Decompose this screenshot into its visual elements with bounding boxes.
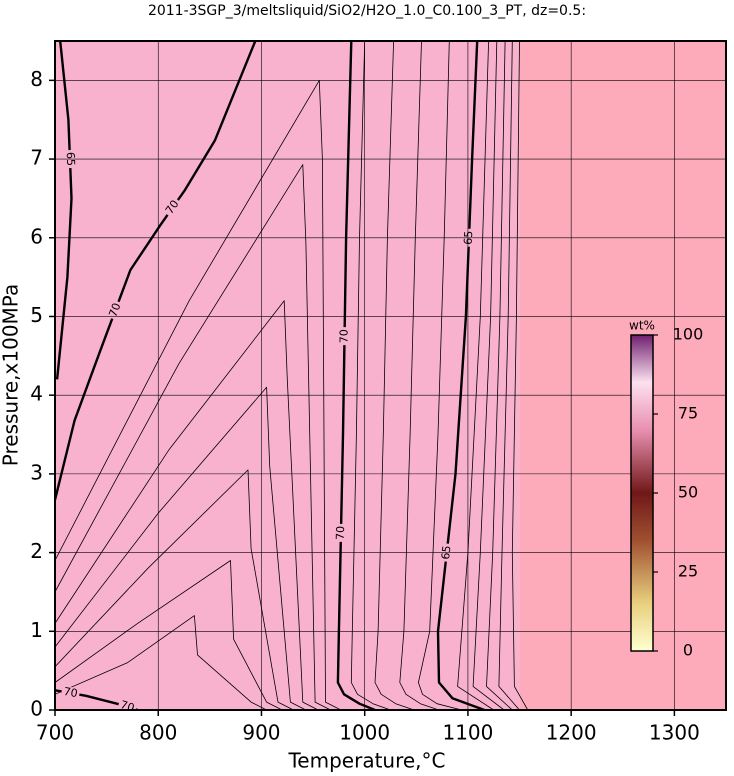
chart-title: 2011-3SGP_3/meltsliquid/SiO2/H2O_1.0_C0.… — [148, 3, 586, 19]
x-axis-label: Temperature,°C — [287, 749, 445, 773]
colorbar-tick-label: 75 — [678, 404, 698, 423]
contour-line — [55, 560, 283, 710]
contour-line — [55, 469, 294, 710]
y-tick-label: 8 — [30, 67, 43, 91]
x-tick-label: 1100 — [442, 721, 493, 745]
contour-line — [418, 41, 462, 710]
contour-line — [55, 41, 73, 380]
contour-label-bg — [116, 698, 138, 710]
y-tick-label: 7 — [30, 146, 43, 170]
x-tick-label: 1000 — [339, 721, 390, 745]
colorbar-tick-label: 100 — [673, 325, 704, 344]
x-tick-label: 1300 — [649, 721, 700, 745]
y-tick-label: 3 — [30, 460, 43, 484]
y-tick-label: 2 — [30, 539, 43, 563]
contour-label: 70 — [337, 329, 350, 343]
contour-line — [55, 80, 342, 710]
contour-label-bg — [60, 685, 81, 701]
contour-label-bg — [162, 196, 183, 219]
y-tick-label: 4 — [30, 382, 43, 406]
contour-label: 70 — [63, 685, 79, 700]
background — [519, 41, 726, 710]
contour-label: 70 — [119, 698, 136, 715]
contour-line — [399, 41, 440, 710]
y-tick-label: 6 — [30, 224, 43, 248]
contour-line — [55, 615, 267, 710]
y-tick-label: 0 — [30, 697, 43, 721]
y-tick-label: 5 — [30, 303, 43, 327]
x-tick-label: 800 — [139, 721, 177, 745]
colorbar-tick-label: 50 — [678, 483, 698, 502]
colorbar — [630, 334, 654, 652]
contour-label-bg — [338, 327, 351, 346]
colorbar-tick-label: 25 — [678, 562, 698, 581]
contour-line — [336, 41, 376, 710]
colorbar-label: wt% — [629, 319, 655, 333]
contour-line — [55, 386, 307, 710]
contour-line — [374, 41, 415, 710]
contour-label: 70 — [334, 526, 347, 540]
overlay: 700 800 900 1000 1100 1200 1300 0 1 2 3 4 5 6 7 8 wt% 0 25… — [30, 40, 727, 745]
colorbar-tick-label: 0 — [683, 641, 693, 660]
plot-frame — [54, 40, 727, 711]
contour-label: 70 — [106, 301, 123, 319]
y-axis-label: Pressure,x100MPa — [0, 284, 23, 466]
contour-label-bg — [334, 523, 348, 543]
x-tick-label: 700 — [36, 721, 74, 745]
contour-line — [55, 300, 319, 710]
contour-line — [55, 41, 257, 501]
x-tick-label: 900 — [242, 721, 280, 745]
y-tick-label: 1 — [30, 618, 43, 642]
contour-label-bg — [106, 299, 125, 321]
contour-line — [350, 41, 391, 710]
x-tick-label: 1200 — [546, 721, 597, 745]
